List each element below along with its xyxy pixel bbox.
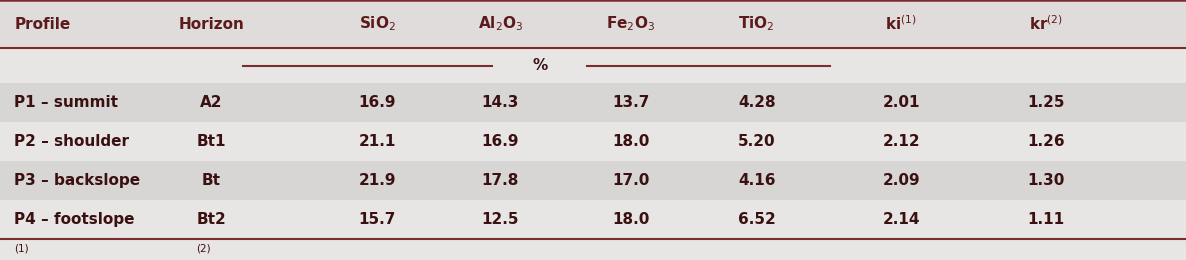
Text: P2 – shoulder: P2 – shoulder [14,134,129,149]
Text: 21.9: 21.9 [358,173,396,188]
Text: 13.7: 13.7 [612,95,650,110]
Text: (1): (1) [14,243,28,253]
Text: 1.25: 1.25 [1027,95,1065,110]
Text: kr$^{(2)}$: kr$^{(2)}$ [1029,15,1063,33]
Text: 18.0: 18.0 [612,212,650,227]
Text: %: % [533,58,547,73]
Text: P4 – footslope: P4 – footslope [14,212,135,227]
Text: P3 – backslope: P3 – backslope [14,173,140,188]
FancyBboxPatch shape [0,83,1186,122]
Text: Fe$_2$O$_3$: Fe$_2$O$_3$ [606,15,656,33]
Text: 14.3: 14.3 [482,95,519,110]
Text: SiO$_2$: SiO$_2$ [358,15,396,33]
Text: Bt: Bt [202,173,221,188]
Text: P1 – summit: P1 – summit [14,95,119,110]
Text: 6.52: 6.52 [738,212,776,227]
Text: 15.7: 15.7 [358,212,396,227]
Text: 12.5: 12.5 [482,212,519,227]
Text: 1.30: 1.30 [1027,173,1065,188]
Text: Al$_2$O$_3$: Al$_2$O$_3$ [478,15,523,33]
Text: 1.11: 1.11 [1027,212,1065,227]
Text: Horizon: Horizon [178,17,244,31]
Text: 4.16: 4.16 [738,173,776,188]
Text: 16.9: 16.9 [482,134,519,149]
Text: Profile: Profile [14,17,70,31]
Text: 2.14: 2.14 [882,212,920,227]
Text: ki$^{(1)}$: ki$^{(1)}$ [886,15,917,33]
Text: 2.01: 2.01 [882,95,920,110]
FancyBboxPatch shape [0,122,1186,161]
Text: 21.1: 21.1 [358,134,396,149]
FancyBboxPatch shape [0,200,1186,239]
FancyBboxPatch shape [0,161,1186,200]
FancyBboxPatch shape [0,0,1186,48]
Text: 4.28: 4.28 [738,95,776,110]
Text: 2.12: 2.12 [882,134,920,149]
Text: TiO$_2$: TiO$_2$ [739,15,774,33]
Text: 16.9: 16.9 [358,95,396,110]
Text: 18.0: 18.0 [612,134,650,149]
Text: 17.8: 17.8 [482,173,519,188]
Text: 1.26: 1.26 [1027,134,1065,149]
Text: Bt2: Bt2 [196,212,227,227]
Text: A2: A2 [200,95,222,110]
Text: (2): (2) [196,243,210,253]
Text: 17.0: 17.0 [612,173,650,188]
Text: 5.20: 5.20 [738,134,776,149]
Text: 2.09: 2.09 [882,173,920,188]
Text: Bt1: Bt1 [197,134,225,149]
